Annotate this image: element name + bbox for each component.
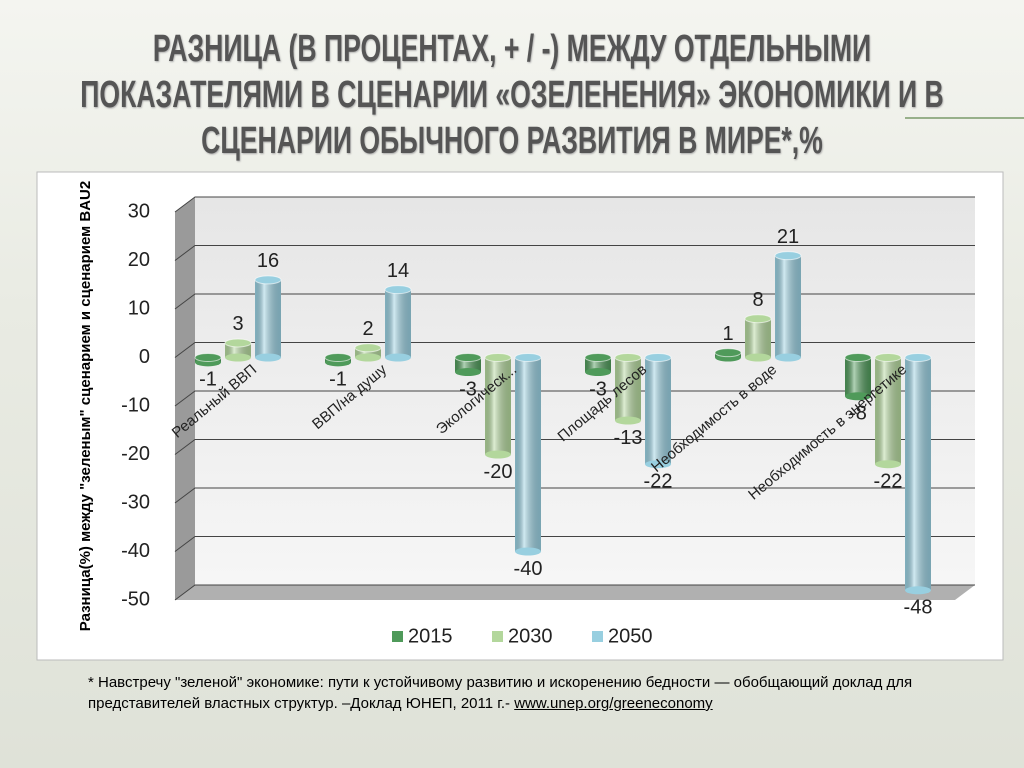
bar-shade [875, 357, 901, 465]
bar-top-cap [614, 353, 642, 362]
value-label: -48 [904, 597, 933, 619]
bar-bottom-cap [515, 547, 541, 556]
y-tick-label: 0 [139, 346, 150, 368]
value-label: 14 [387, 260, 409, 282]
legend-swatch [392, 631, 403, 642]
bar-shade [385, 289, 411, 358]
bar-shade [485, 357, 511, 455]
grid-line [174, 390, 975, 407]
bar-top-cap [514, 353, 542, 362]
footnote-link[interactable]: www.unep.org/greeneconomy [514, 695, 713, 712]
bar-top-cap [484, 353, 512, 362]
grid-line [174, 487, 975, 504]
bar-bottom-cap [385, 353, 411, 362]
bar-top-cap [874, 353, 902, 362]
value-label: -13 [614, 427, 643, 449]
value-label: -3 [459, 378, 477, 400]
grid-line [174, 293, 975, 310]
bar-shade [355, 347, 381, 358]
bar-shade [775, 255, 801, 358]
legend-label: 2050 [608, 625, 653, 647]
bar-top-cap [774, 251, 802, 261]
value-label: 21 [777, 226, 799, 248]
floor [175, 585, 975, 600]
grid-line [174, 584, 975, 601]
bar-top-cap [254, 275, 282, 285]
bar-shade [745, 318, 771, 358]
bar-top-cap [324, 353, 352, 362]
y-tick-label: -40 [121, 540, 150, 562]
bar-bottom-cap [255, 353, 281, 362]
bar-bottom-cap [645, 460, 671, 469]
bar-top-cap [904, 353, 932, 362]
grid-line [174, 196, 975, 213]
bar-bottom-cap [455, 368, 481, 377]
legend-label: 2030 [508, 625, 553, 647]
value-label: -1 [329, 369, 347, 391]
value-label: -40 [514, 558, 543, 580]
value-label: 2 [362, 318, 373, 340]
y-axis-label: Разница(%) между "зеленым" сценарием и с… [77, 181, 94, 631]
y-tick-label: -20 [121, 443, 150, 465]
legend-swatch [592, 631, 603, 642]
footnote: * Навстречу "зеленой" экономике: пути к … [88, 672, 968, 714]
bar-top-cap [224, 338, 252, 348]
bar-top-cap [384, 285, 412, 295]
bar-shade [255, 279, 281, 358]
y-tick-label: 30 [128, 200, 150, 222]
bar-bottom-cap [875, 460, 901, 469]
bar-bottom-cap [615, 416, 641, 425]
value-label: 3 [232, 313, 243, 335]
bar-bottom-cap [745, 353, 771, 362]
value-label: -22 [874, 470, 903, 492]
value-label: -22 [644, 470, 673, 492]
bar-bottom-cap [585, 368, 611, 377]
value-label: -1 [199, 369, 217, 391]
bar-top-cap [714, 348, 742, 358]
bar-top-cap [354, 343, 382, 353]
bar-top-cap [744, 314, 772, 324]
bar-shade [615, 357, 641, 421]
y-tick-label: 20 [128, 249, 150, 271]
value-label: 1 [722, 323, 733, 345]
grid-line [174, 342, 975, 358]
bar-top-cap [194, 353, 222, 362]
bar-top-cap [454, 353, 482, 362]
bar-bottom-cap [845, 392, 871, 401]
bar-shade [645, 357, 671, 465]
bar-top-cap [644, 353, 672, 362]
value-label: 16 [257, 250, 279, 272]
value-label: -20 [484, 461, 513, 483]
legend-swatch [492, 631, 503, 642]
footnote-text: * Навстречу "зеленой" экономике: пути к … [88, 674, 913, 712]
grid-line [174, 536, 975, 552]
y-tick-label: -30 [121, 491, 150, 513]
grid-line [174, 439, 975, 455]
bar-shade [905, 357, 931, 591]
y-tick-label: 10 [128, 297, 150, 319]
legend-label: 2015 [408, 625, 453, 647]
y-tick-label: -50 [121, 588, 150, 610]
slide-title: РАЗНИЦА (В ПРОЦЕНТАХ, + / -) МЕЖДУ ОТДЕЛ… [80, 28, 944, 162]
bar-bottom-cap [775, 353, 801, 362]
bar-bottom-cap [485, 450, 511, 459]
bar-bottom-cap [355, 353, 381, 362]
bar-top-cap [584, 353, 612, 362]
bar-top-cap [844, 353, 872, 362]
bar-bottom-cap [225, 353, 251, 362]
bar-bottom-cap [905, 586, 931, 595]
title-area: РАЗНИЦА (В ПРОЦЕНТАХ, + / -) МЕЖДУ ОТДЕЛ… [0, 26, 1024, 166]
value-label: -8 [849, 403, 867, 425]
grid-line [174, 245, 975, 261]
value-label: 8 [752, 289, 763, 311]
bar-shade [515, 357, 541, 552]
y-tick-label: -10 [121, 394, 150, 416]
bar-shade [845, 357, 871, 397]
value-label: -3 [589, 378, 607, 400]
